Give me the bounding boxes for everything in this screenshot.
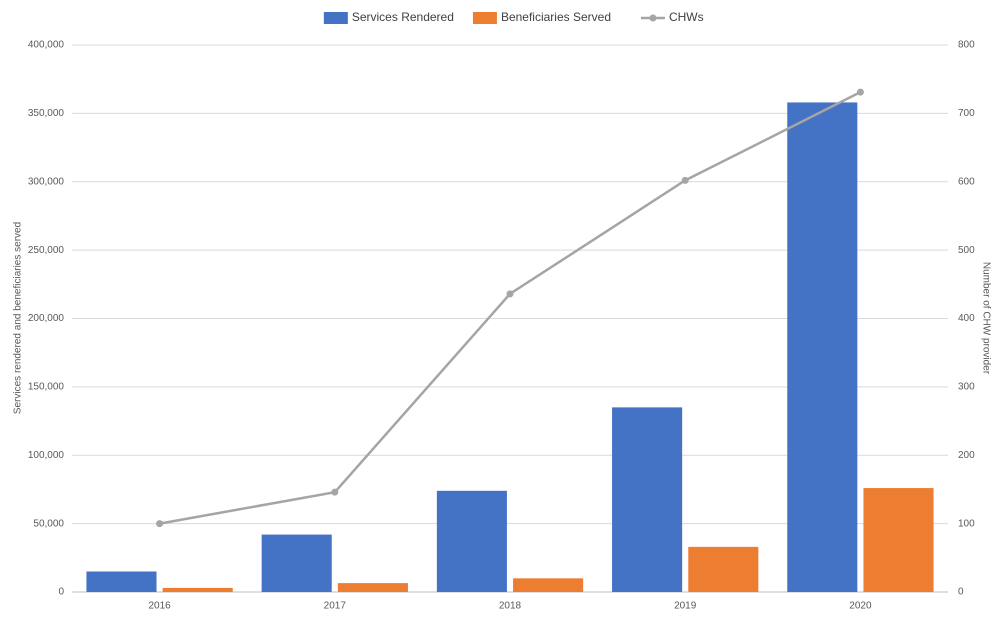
y-tick-label: 0 (58, 587, 64, 598)
y-tick-label: 300,000 (28, 176, 65, 187)
y2-tick-label: 100 (958, 518, 975, 529)
legend-label: Services Rendered (352, 10, 454, 24)
y-tick-label: 200,000 (28, 313, 65, 324)
y-tick-label: 150,000 (28, 382, 65, 393)
legend-swatch (472, 12, 497, 24)
y2-axis-label: Number of CHW provider (980, 262, 991, 375)
y2-tick-label: 200 (958, 450, 975, 461)
legend-label: Beneficiaries Served (501, 10, 611, 24)
bar (513, 578, 584, 592)
y-axis-label: Services rendered and beneficiaries serv… (13, 222, 24, 414)
line-point (331, 488, 339, 496)
bar (688, 546, 759, 592)
bar (261, 534, 332, 592)
y2-tick-label: 700 (958, 108, 975, 119)
y-tick-label: 50,000 (33, 518, 64, 529)
y2-tick-label: 0 (958, 587, 964, 598)
line-point (681, 176, 689, 184)
bar (436, 490, 507, 592)
y-tick-label: 400,000 (28, 40, 65, 51)
bar (162, 587, 233, 592)
legend-swatch (323, 12, 348, 24)
y2-tick-label: 400 (958, 313, 975, 324)
line-point (156, 520, 164, 528)
legend-label: CHWs (669, 10, 704, 24)
y2-tick-label: 800 (958, 40, 975, 51)
bar (337, 583, 408, 592)
y-tick-label: 350,000 (28, 108, 65, 119)
y-tick-label: 250,000 (28, 245, 65, 256)
legend: Services Rendered Beneficiaries Served CHW… (323, 10, 704, 24)
x-tick-label: 2019 (674, 601, 697, 612)
bar (86, 571, 157, 592)
line-point (506, 290, 514, 298)
x-tick-label: 2016 (148, 601, 171, 612)
y2-tick-label: 300 (958, 382, 975, 393)
y2-tick-label: 500 (958, 245, 975, 256)
line-point (856, 88, 864, 96)
x-tick-label: 2018 (499, 601, 522, 612)
x-tick-label: 2017 (324, 601, 347, 612)
bar (863, 488, 934, 592)
x-tick-label: 2020 (849, 601, 872, 612)
bar (787, 102, 858, 592)
y-tick-label: 100,000 (28, 450, 65, 461)
y2-tick-label: 600 (958, 176, 975, 187)
line (159, 91, 861, 525)
bar (612, 407, 683, 592)
legend-marker (649, 14, 657, 22)
